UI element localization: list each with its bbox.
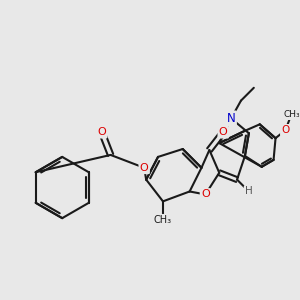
Text: O: O — [219, 127, 228, 137]
Text: O: O — [98, 127, 106, 137]
Text: N: N — [227, 112, 236, 125]
Text: CH₃: CH₃ — [154, 215, 172, 225]
Text: O: O — [201, 189, 210, 200]
Text: H: H — [245, 187, 253, 196]
Text: O: O — [140, 163, 148, 173]
Text: CH₃: CH₃ — [283, 110, 300, 119]
Text: O: O — [281, 125, 290, 135]
